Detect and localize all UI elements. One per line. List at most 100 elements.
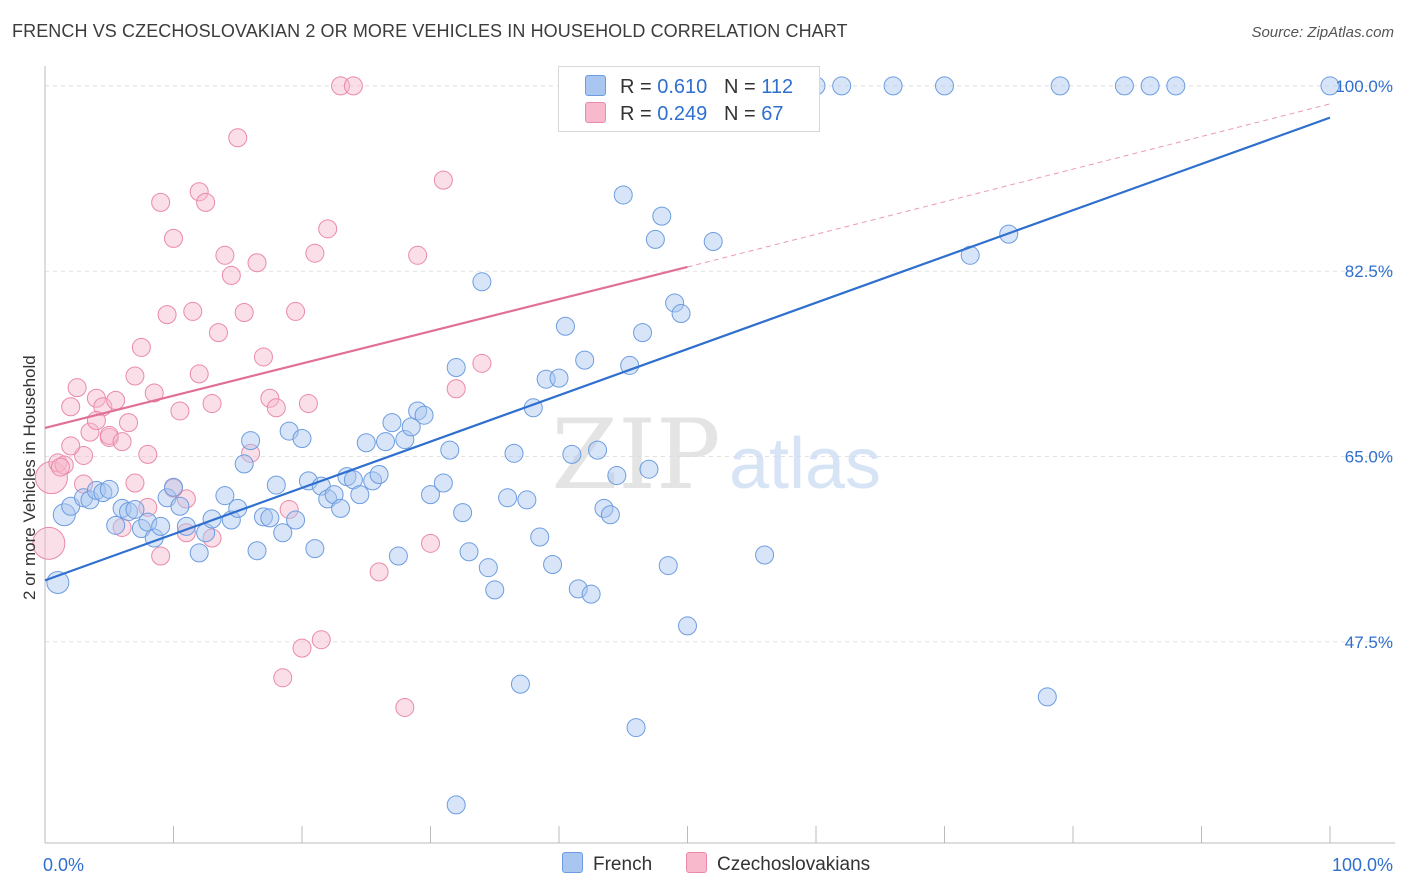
french-point bbox=[106, 515, 126, 535]
french-point bbox=[215, 486, 235, 506]
french-point bbox=[549, 368, 569, 388]
french-point bbox=[504, 443, 524, 463]
french-point bbox=[241, 431, 261, 451]
french-point bbox=[376, 432, 396, 452]
french-point bbox=[388, 546, 408, 566]
french-point bbox=[755, 545, 775, 565]
source-label: Source: ZipAtlas.com bbox=[1251, 24, 1394, 41]
french-point bbox=[883, 76, 903, 96]
czech-swatch bbox=[585, 102, 606, 123]
french-point bbox=[1037, 687, 1057, 707]
french-point bbox=[189, 543, 209, 563]
czech-point bbox=[234, 302, 254, 322]
x-tick-label-right: 100.0% bbox=[1332, 855, 1393, 875]
y-tick-labels: 47.5% 65.0% 82.5% 100.0% bbox=[1335, 77, 1393, 652]
czech-point bbox=[253, 347, 273, 367]
czech-point bbox=[170, 401, 190, 421]
czech-point bbox=[119, 413, 139, 433]
french-point bbox=[446, 358, 466, 378]
french-point bbox=[652, 206, 672, 226]
french-point bbox=[382, 413, 402, 433]
french-point bbox=[588, 440, 608, 460]
watermark-atlas: atlas bbox=[729, 424, 881, 504]
french-point bbox=[633, 323, 653, 343]
czech-point bbox=[292, 638, 312, 658]
czech-point bbox=[408, 245, 428, 265]
french-point bbox=[260, 508, 280, 528]
watermark: ZIP atlas bbox=[551, 399, 881, 511]
french-r-value: 0.610 bbox=[657, 76, 708, 98]
french-point bbox=[510, 674, 530, 694]
gridlines bbox=[45, 85, 1395, 643]
french-point bbox=[273, 523, 293, 543]
czech-point bbox=[202, 394, 222, 414]
french-point bbox=[1320, 76, 1340, 96]
french-point bbox=[234, 454, 254, 474]
y-tick-label-1: 65.0% bbox=[1345, 448, 1393, 467]
czech-point bbox=[50, 457, 70, 477]
french-point bbox=[453, 503, 473, 523]
french-point bbox=[568, 579, 588, 599]
czech-point bbox=[298, 394, 318, 414]
y-tick-label-3: 100.0% bbox=[1335, 77, 1393, 96]
french-point bbox=[678, 616, 697, 636]
french-point bbox=[1166, 76, 1186, 96]
czech-point bbox=[221, 265, 241, 285]
czech-trend-extension bbox=[687, 103, 1331, 268]
french-point bbox=[356, 433, 376, 453]
french-swatch bbox=[585, 75, 606, 96]
czech-point bbox=[266, 398, 286, 418]
czech-point bbox=[151, 546, 171, 566]
y-axis-label: 2 or more Vehicles in Household bbox=[20, 355, 39, 600]
french-point bbox=[485, 580, 505, 600]
czech-point bbox=[80, 422, 100, 442]
french-point bbox=[607, 466, 627, 486]
french-n-value: 112 bbox=[761, 76, 794, 98]
french-point bbox=[620, 355, 640, 375]
czech-point bbox=[343, 76, 363, 96]
y-tick-label-0: 47.5% bbox=[1345, 633, 1393, 652]
czech-point bbox=[208, 323, 228, 343]
czech-point bbox=[433, 170, 453, 190]
french-point bbox=[170, 496, 190, 516]
czech-point bbox=[61, 397, 81, 417]
czech-n-value: 67 bbox=[761, 103, 784, 125]
french-point bbox=[1114, 76, 1134, 96]
czech-point bbox=[138, 444, 158, 464]
czech-point bbox=[157, 305, 177, 325]
french-point bbox=[298, 471, 318, 491]
french-point bbox=[125, 499, 145, 519]
czech-r-value: 0.249 bbox=[657, 103, 708, 125]
czech-point bbox=[125, 473, 145, 493]
french-point bbox=[247, 541, 267, 561]
french-point bbox=[202, 509, 222, 529]
czech-point bbox=[311, 630, 331, 650]
czech-point bbox=[189, 364, 209, 384]
french-point bbox=[151, 516, 171, 536]
czech-series bbox=[32, 76, 492, 717]
french-point bbox=[472, 272, 492, 292]
french-point bbox=[369, 465, 389, 485]
french-point bbox=[421, 485, 440, 505]
czech-point bbox=[318, 219, 338, 239]
french-point bbox=[459, 542, 479, 562]
french-point bbox=[671, 304, 691, 324]
czech-point bbox=[286, 301, 306, 321]
french-point bbox=[600, 505, 620, 525]
czech-point bbox=[144, 383, 164, 403]
czech-point bbox=[61, 436, 81, 456]
legend-item-french: French bbox=[562, 852, 652, 876]
french-point bbox=[414, 405, 434, 425]
czech-point bbox=[189, 182, 209, 202]
czech-point bbox=[183, 301, 203, 321]
french-point bbox=[562, 444, 582, 464]
czech-point bbox=[228, 128, 248, 148]
french-legend-swatch bbox=[562, 852, 583, 873]
czech-point bbox=[421, 533, 440, 553]
czech-legend-swatch bbox=[686, 852, 707, 873]
french-point bbox=[658, 556, 678, 576]
french-point bbox=[645, 229, 665, 249]
y-tick-label-2: 82.5% bbox=[1345, 262, 1393, 281]
french-point bbox=[99, 479, 119, 499]
